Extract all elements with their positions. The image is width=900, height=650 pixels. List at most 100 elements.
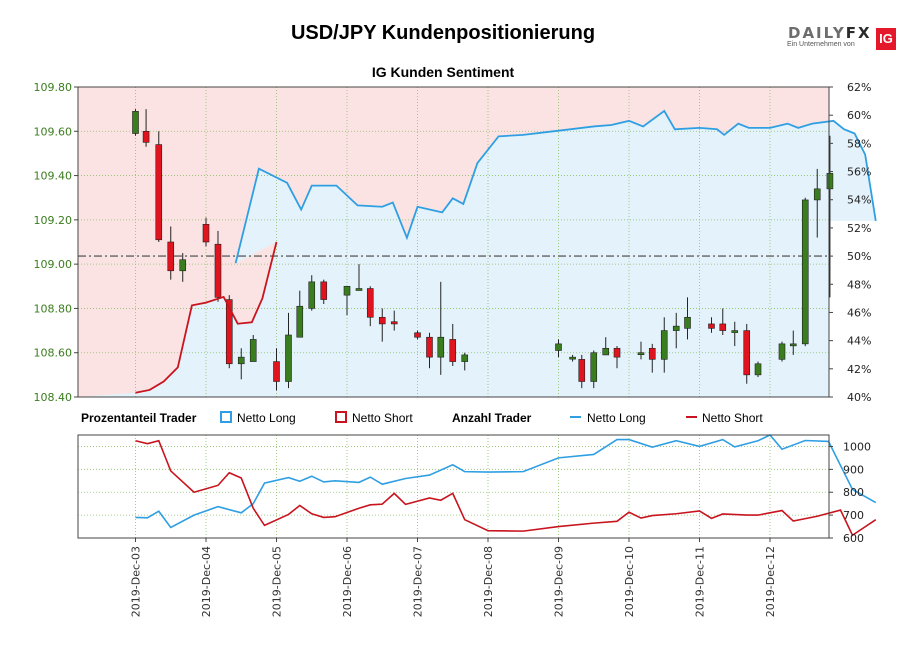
logo-fx-text: FX [845,24,872,42]
x-axis: 2019-Dec-03 2019-Dec-04 2019-Dec-05 2019-De… [130,538,777,617]
legend-short-swatch [335,411,347,423]
percent-tick-label: 50% [847,250,871,263]
legend-long-swatch [220,411,232,423]
candle-up [672,325,680,331]
legend-long-label: Netto Long [237,411,296,425]
candle-down [449,339,457,362]
main-panel-frame [77,86,830,398]
candle-down [167,241,175,272]
sentiment-lines [135,109,877,394]
price-tick-label: 108.60 [34,347,73,360]
x-tick-label: 2019-Dec-06 [341,546,354,617]
candle-up [343,285,351,296]
candle-down [708,323,715,329]
x-tick-label: 2019-Dec-09 [553,546,566,617]
candle-up [660,330,668,360]
candle-up [602,347,610,356]
x-tick-label: 2019-Dec-12 [764,546,777,617]
candle-up [555,343,562,351]
candle-down [648,347,656,360]
candle-up [237,356,245,365]
candle-down [214,243,222,298]
candle-down [719,323,727,331]
candle-up [684,316,691,329]
candle-down [225,299,233,365]
x-tick-label: 2019-Dec-05 [271,546,284,617]
logo-tagline: Ein Unternehmen von [787,41,855,48]
candle-up [355,288,363,291]
main-panel-background [78,87,876,398]
candle-up [754,363,762,376]
legend-short-label-count: Netto Short [702,411,763,425]
count-tick-label: 800 [843,486,864,499]
count-tick-label: 700 [843,509,864,522]
candle-down [378,316,386,325]
candle-up [132,111,139,134]
net-long-percent-line [234,109,877,264]
percent-tick-label: 56% [847,166,871,179]
count-lines [135,434,877,537]
legend: Prozentanteil Trader Netto Long Netto Sh… [81,411,763,425]
percent-tick-label: 62% [847,81,871,94]
net-short-count-line [135,439,877,537]
net-long-count-line [135,434,877,529]
candle-up [296,305,304,338]
candle-up [731,330,739,333]
candle-down [390,321,398,325]
candle-up [249,339,257,362]
candle-down [426,336,433,358]
x-tick-label: 2019-Dec-04 [200,546,213,617]
percent-tick-label: 40% [847,391,871,404]
count-panel-grid [78,435,829,539]
price-tick-label: 108.80 [34,302,73,315]
candle-down [320,281,328,300]
count-tick-label: 1000 [843,440,871,453]
percent-tick-label: 58% [847,137,871,150]
main-panel-axes: 108.40 108.60 108.80 109.00 109.20 109.40 109.… [34,81,872,404]
percent-tick-label: 46% [847,306,871,319]
price-tick-label: 109.40 [34,170,73,183]
candle-up [637,352,645,356]
x-tick-label: 2019-Dec-03 [130,546,143,617]
candle-down [202,223,210,243]
count-tick-label: 600 [843,532,864,545]
price-tick-label: 109.20 [34,214,73,227]
candle-up [569,356,576,360]
x-tick-label: 2019-Dec-08 [482,546,495,617]
candle-up [801,199,809,345]
candle-up [813,188,821,201]
candle-down [273,361,280,382]
candle-up [437,336,445,358]
candle-down [155,144,163,241]
percent-tick-label: 48% [847,278,871,291]
candle-down [142,130,150,143]
candle-down [743,330,751,376]
candle-down [414,332,421,338]
net-short-percent-line [135,241,278,394]
chart-title: USD/JPY Kundenpositionierung [290,22,596,44]
percent-tick-label: 42% [847,363,871,376]
count-panel-axes: 600 700 800 900 1000 [77,434,871,545]
percent-tick-label: 44% [847,335,871,348]
candle-up [179,259,187,272]
candle-down [578,359,586,382]
price-tick-label: 109.00 [34,258,73,271]
candle-up [778,343,786,360]
candle-down [613,347,621,358]
percent-tick-label: 60% [847,109,871,122]
ig-badge: IG [876,28,896,50]
candle-up [789,343,797,347]
candle-up [308,281,316,309]
x-tick-label: 2019-Dec-07 [412,546,425,617]
legend-group-count-title: Anzahl Trader [452,411,532,425]
legend-short-label: Netto Short [352,411,413,425]
percent-tick-label: 54% [847,194,871,207]
x-tick-label: 2019-Dec-10 [623,546,636,617]
candle-up [590,352,598,382]
candle-up [461,354,469,362]
candle-down [366,288,374,318]
candlestick-series [132,109,834,391]
legend-long-label-count: Netto Long [587,411,646,425]
count-panel-frame [77,434,830,539]
chart-subtitle: IG Kunden Sentiment [371,64,515,80]
